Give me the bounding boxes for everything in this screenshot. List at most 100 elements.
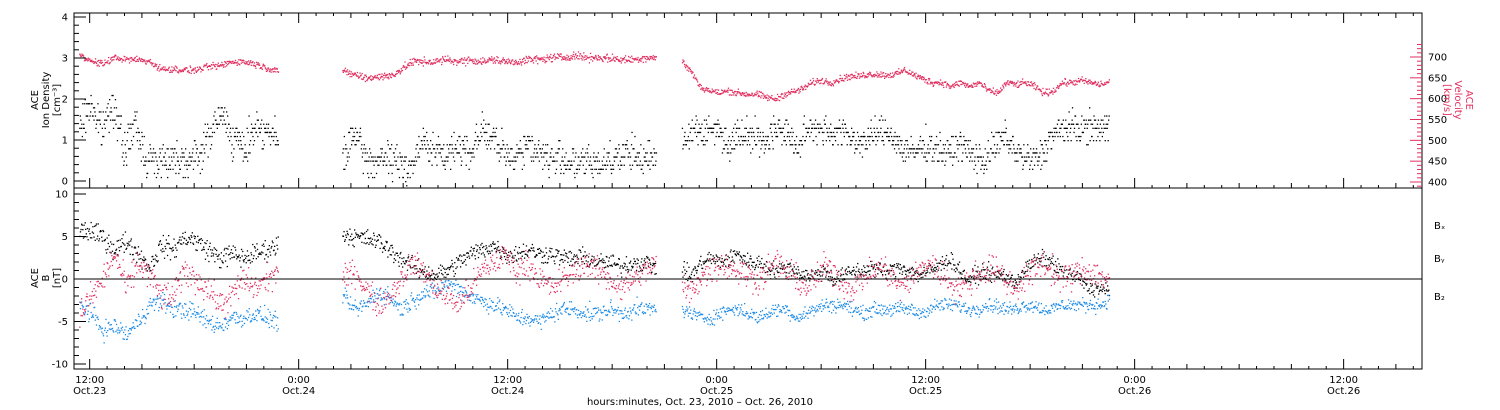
data-point-black	[175, 172, 177, 175]
data-point-pink	[966, 85, 968, 87]
data-point-pink	[405, 67, 408, 69]
data-point-pink	[234, 59, 237, 62]
data-point-pink	[636, 58, 639, 60]
data-point-pink	[858, 73, 860, 75]
data-point-black	[838, 127, 840, 129]
data-point-pink	[217, 65, 219, 68]
data-point-black	[522, 251, 524, 253]
data-point-pink	[515, 61, 517, 63]
data-point-black	[484, 140, 486, 142]
data-point-pink	[989, 88, 991, 90]
data-point-black	[795, 148, 797, 150]
data-point-black	[405, 156, 407, 158]
data-point-black	[889, 264, 891, 266]
data-point-black	[351, 233, 353, 235]
data-point-black	[779, 131, 782, 134]
data-point-black	[735, 254, 737, 257]
data-point-black	[895, 135, 897, 138]
data-point-black	[1070, 140, 1072, 142]
data-point-black	[242, 250, 244, 253]
data-point-pink	[347, 71, 349, 73]
data-point-pink	[834, 81, 836, 84]
data-point-black	[405, 181, 407, 183]
data-point-black	[685, 144, 687, 146]
data-point-black	[706, 140, 708, 142]
data-point-black	[700, 264, 703, 266]
data-point-black	[653, 264, 655, 266]
data-point-black	[525, 253, 527, 255]
data-point-pink	[686, 65, 688, 67]
data-point-black	[491, 250, 493, 252]
data-point-black	[496, 152, 498, 154]
data-point-pink	[877, 74, 879, 77]
data-point-black	[230, 152, 233, 154]
data-point-black	[763, 152, 765, 154]
data-point-pink	[993, 93, 995, 95]
data-point-black	[457, 257, 459, 260]
data-point-black	[343, 231, 345, 233]
data-point-pink	[396, 70, 398, 73]
data-point-black	[731, 256, 733, 258]
data-point-black	[924, 156, 926, 158]
data-point-black	[638, 270, 640, 273]
data-point-black	[764, 271, 766, 274]
data-point-black	[577, 164, 579, 166]
data-point-black	[615, 264, 618, 266]
data-point-black	[718, 259, 720, 261]
data-point-pink	[971, 85, 974, 87]
data-point-black	[528, 249, 530, 252]
data-point-pink	[1051, 90, 1053, 92]
data-point-black	[1101, 135, 1103, 138]
data-point-black	[154, 152, 157, 154]
data-point-black	[113, 119, 115, 121]
data-point-pink	[506, 59, 508, 61]
data-point-black	[705, 140, 707, 142]
data-point-pink	[246, 61, 249, 63]
data-point-black	[140, 160, 142, 162]
data-point-black	[738, 253, 740, 256]
data-point-black	[864, 266, 866, 269]
data-point-black	[799, 156, 802, 158]
data-point-black	[914, 156, 916, 158]
data-point-pink	[739, 94, 742, 96]
data-point-black	[85, 228, 87, 230]
data-point-black	[1070, 127, 1072, 129]
data-point-pink	[175, 66, 178, 68]
data-point-black	[361, 156, 363, 158]
data-point-black	[814, 127, 816, 129]
data-point-black	[80, 228, 82, 231]
data-point-black	[495, 250, 497, 253]
data-point-black	[567, 164, 569, 166]
data-point-pink	[1031, 83, 1033, 85]
data-point-black	[568, 251, 570, 253]
data-point-pink	[369, 76, 371, 78]
data-point-black	[795, 144, 797, 146]
data-point-black	[185, 243, 187, 245]
data-point-black	[540, 250, 542, 253]
data-point-black	[790, 265, 792, 267]
data-point-pink	[593, 57, 595, 60]
data-point-pink	[1090, 81, 1093, 83]
data-point-black	[389, 164, 391, 166]
data-point-pink	[88, 59, 90, 61]
data-point-black	[724, 144, 726, 146]
data-point-black	[420, 271, 422, 274]
data-point-black	[379, 160, 382, 162]
data-point-black	[159, 241, 161, 243]
data-point-black	[547, 144, 549, 146]
data-point-black	[594, 259, 596, 261]
data-point-black	[158, 243, 160, 245]
data-point-black	[238, 140, 240, 142]
data-point-pink	[582, 57, 584, 59]
data-point-pink	[642, 55, 644, 58]
data-point-black	[220, 119, 222, 121]
data-point-black	[912, 268, 915, 270]
data-point-black	[362, 152, 364, 154]
data-point-black	[342, 148, 344, 150]
data-point-pink	[714, 90, 716, 92]
data-point-black	[585, 152, 587, 154]
data-point-black	[712, 255, 714, 257]
data-point-black	[635, 269, 638, 271]
data-point-black	[521, 251, 523, 253]
data-point-black	[713, 260, 715, 263]
